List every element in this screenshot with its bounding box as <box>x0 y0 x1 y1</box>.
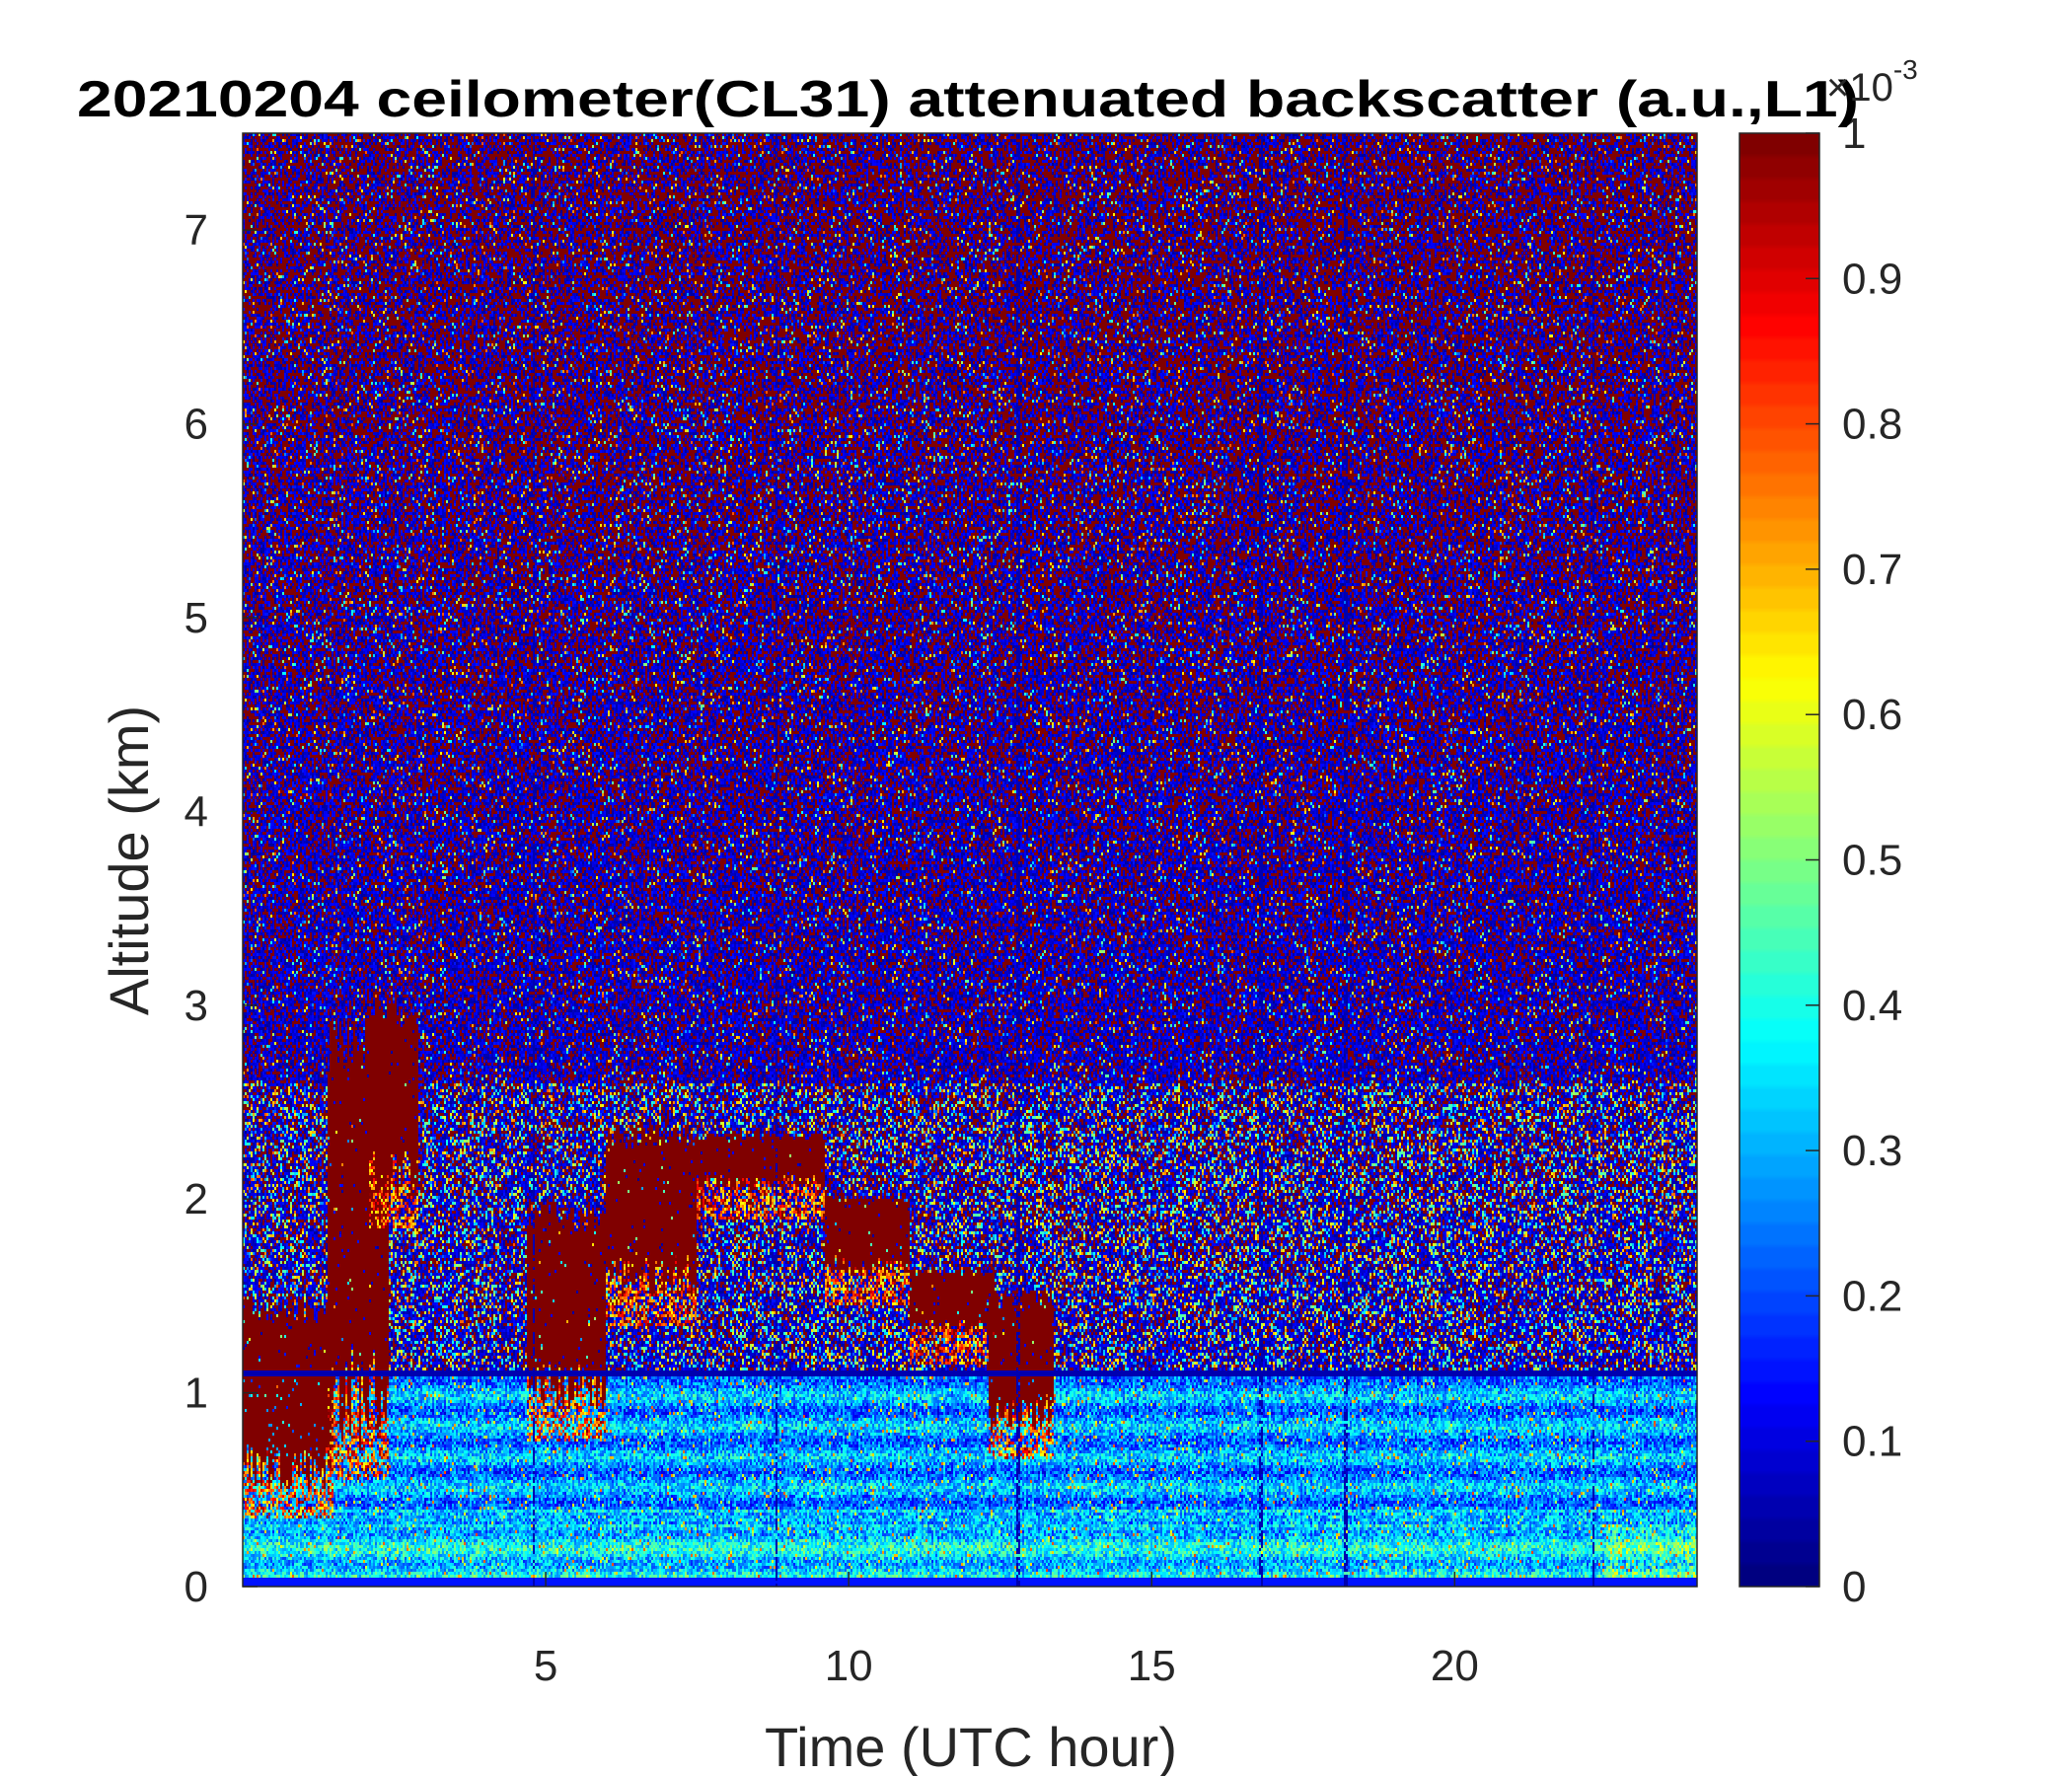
x-tick-label: 10 <box>825 1642 873 1690</box>
backscatter-heatmap <box>243 133 1697 1587</box>
plot-frame <box>242 132 1698 1588</box>
x-tick-label: 15 <box>1128 1642 1176 1690</box>
colorbar-exponent: ×10-3 <box>1826 54 1918 110</box>
colorbar-tick-label: 0.6 <box>1842 691 1902 739</box>
colorbar-tick-label: 0.2 <box>1842 1272 1902 1320</box>
colorbar-tick-label: 0.1 <box>1842 1418 1902 1466</box>
y-tick-label: 3 <box>185 982 208 1030</box>
y-axis: 0 1 2 3 4 5 6 7 <box>185 206 258 1611</box>
exponent-power: -3 <box>1893 54 1918 85</box>
colorbar-tick-label: 0.4 <box>1842 982 1902 1030</box>
y-tick-label: 6 <box>185 401 208 449</box>
colorbar-tick-label: 0.5 <box>1842 837 1902 885</box>
x-tick-label: 5 <box>534 1642 557 1690</box>
colorbar-tick-label: 1 <box>1842 110 1866 158</box>
x-axis: 5 10 15 20 <box>534 1572 1479 1690</box>
y-tick-label: 7 <box>185 206 208 255</box>
y-tick-label: 0 <box>185 1563 208 1611</box>
y-tick-label: 1 <box>185 1369 208 1418</box>
chart-title: 20210204 ceilometer(CL31) attenuated bac… <box>77 71 1859 128</box>
y-tick-label: 4 <box>185 787 208 836</box>
colorbar-tick-label: 0.3 <box>1842 1127 1902 1175</box>
y-tick-label: 2 <box>185 1175 208 1223</box>
exponent-base: ×10 <box>1826 66 1893 110</box>
colorbar-tick-label: 0 <box>1842 1563 1866 1611</box>
colorbar-tick-label: 0.8 <box>1842 401 1902 449</box>
colorbar-axis: 0 0.1 0.2 0.3 0.4 0.5 0.6 0.7 0.8 0.9 1 <box>1806 110 1902 1611</box>
y-tick-label: 5 <box>185 594 208 642</box>
colorbar-tick-label: 0.7 <box>1842 546 1902 594</box>
y-axis-label: Altitude (km) <box>98 705 160 1015</box>
x-axis-label: Time (UTC hour) <box>765 1716 1177 1776</box>
x-tick-label: 20 <box>1431 1642 1479 1690</box>
colorbar-tick-label: 0.9 <box>1842 255 1902 303</box>
